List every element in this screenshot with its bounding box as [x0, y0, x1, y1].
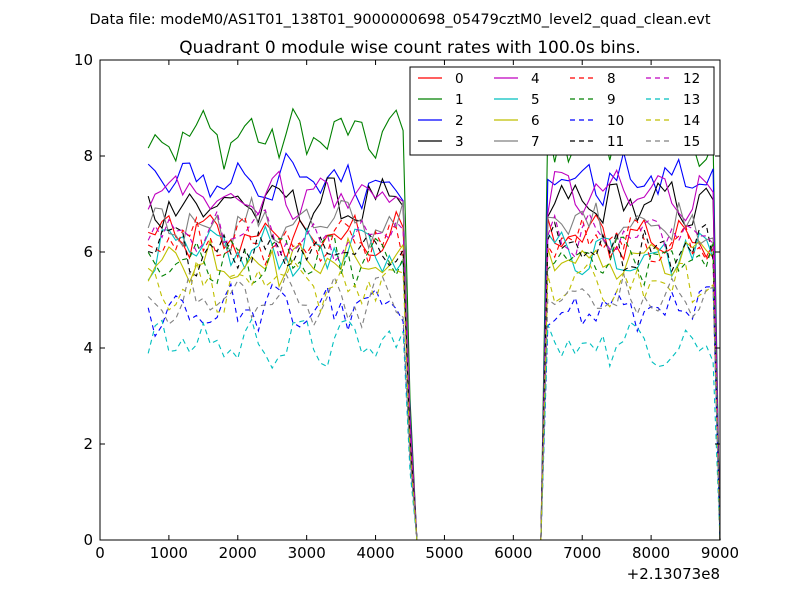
legend-label-7: 7 — [531, 134, 540, 150]
series-line-4 — [147, 168, 721, 541]
x-offset-label: +2.13073e8 — [627, 565, 720, 583]
series-line-5 — [147, 224, 721, 541]
x-tick-label: 3000 — [288, 544, 326, 562]
x-tick-label: 1000 — [150, 544, 188, 562]
series-line-7 — [147, 195, 721, 541]
y-tick-label: 8 — [83, 147, 93, 165]
y-tick-label: 4 — [83, 339, 93, 357]
x-tick-label: 0 — [95, 544, 105, 562]
series-line-9 — [147, 235, 721, 541]
legend-label-12: 12 — [683, 71, 700, 87]
legend-label-11: 11 — [607, 134, 624, 150]
x-tick-label: 5000 — [425, 544, 463, 562]
legend-label-14: 14 — [683, 113, 700, 129]
legend-label-6: 6 — [531, 113, 540, 129]
chart-title: Quadrant 0 module wise count rates with … — [179, 38, 640, 58]
y-tick-label: 0 — [83, 531, 93, 549]
legend-label-1: 1 — [455, 92, 464, 108]
legend-label-9: 9 — [607, 92, 616, 108]
x-tick-label: 8000 — [632, 544, 670, 562]
legend-label-3: 3 — [455, 134, 464, 150]
figure-suptitle: Data file: modeM0/AS1T01_138T01_90000006… — [89, 12, 710, 28]
y-tick-label: 10 — [74, 51, 93, 69]
series-line-15 — [147, 271, 721, 541]
legend-label-15: 15 — [683, 134, 700, 150]
series-line-10 — [147, 282, 721, 541]
series-line-3 — [147, 177, 721, 541]
axis-ticks: 0 1000 2000 3000 4000 5000 6000 7000 8000 9000 0 2 4… — [74, 51, 739, 562]
legend-label-4: 4 — [531, 71, 540, 87]
plot-frame — [99, 59, 721, 541]
legend-label-13: 13 — [683, 92, 700, 108]
legend-label-0: 0 — [455, 71, 464, 87]
x-tick-label: 6000 — [494, 544, 532, 562]
y-tick-label: 2 — [83, 435, 93, 453]
x-tick-label: 2000 — [219, 544, 257, 562]
legend-label-5: 5 — [531, 92, 540, 108]
legend-label-8: 8 — [607, 71, 616, 87]
legend-box — [409, 66, 715, 156]
series-line-8 — [147, 215, 721, 541]
x-tick-label: 9000 — [701, 544, 739, 562]
series-lines — [147, 107, 721, 541]
y-tick-label: 6 — [83, 243, 93, 261]
series-line-13 — [147, 318, 721, 541]
x-tick-label: 7000 — [563, 544, 601, 562]
legend-label-2: 2 — [455, 113, 464, 129]
x-tick-label: 4000 — [356, 544, 394, 562]
legend-label-10: 10 — [607, 113, 624, 129]
series-line-6 — [147, 236, 721, 541]
series-line-11 — [148, 221, 721, 541]
